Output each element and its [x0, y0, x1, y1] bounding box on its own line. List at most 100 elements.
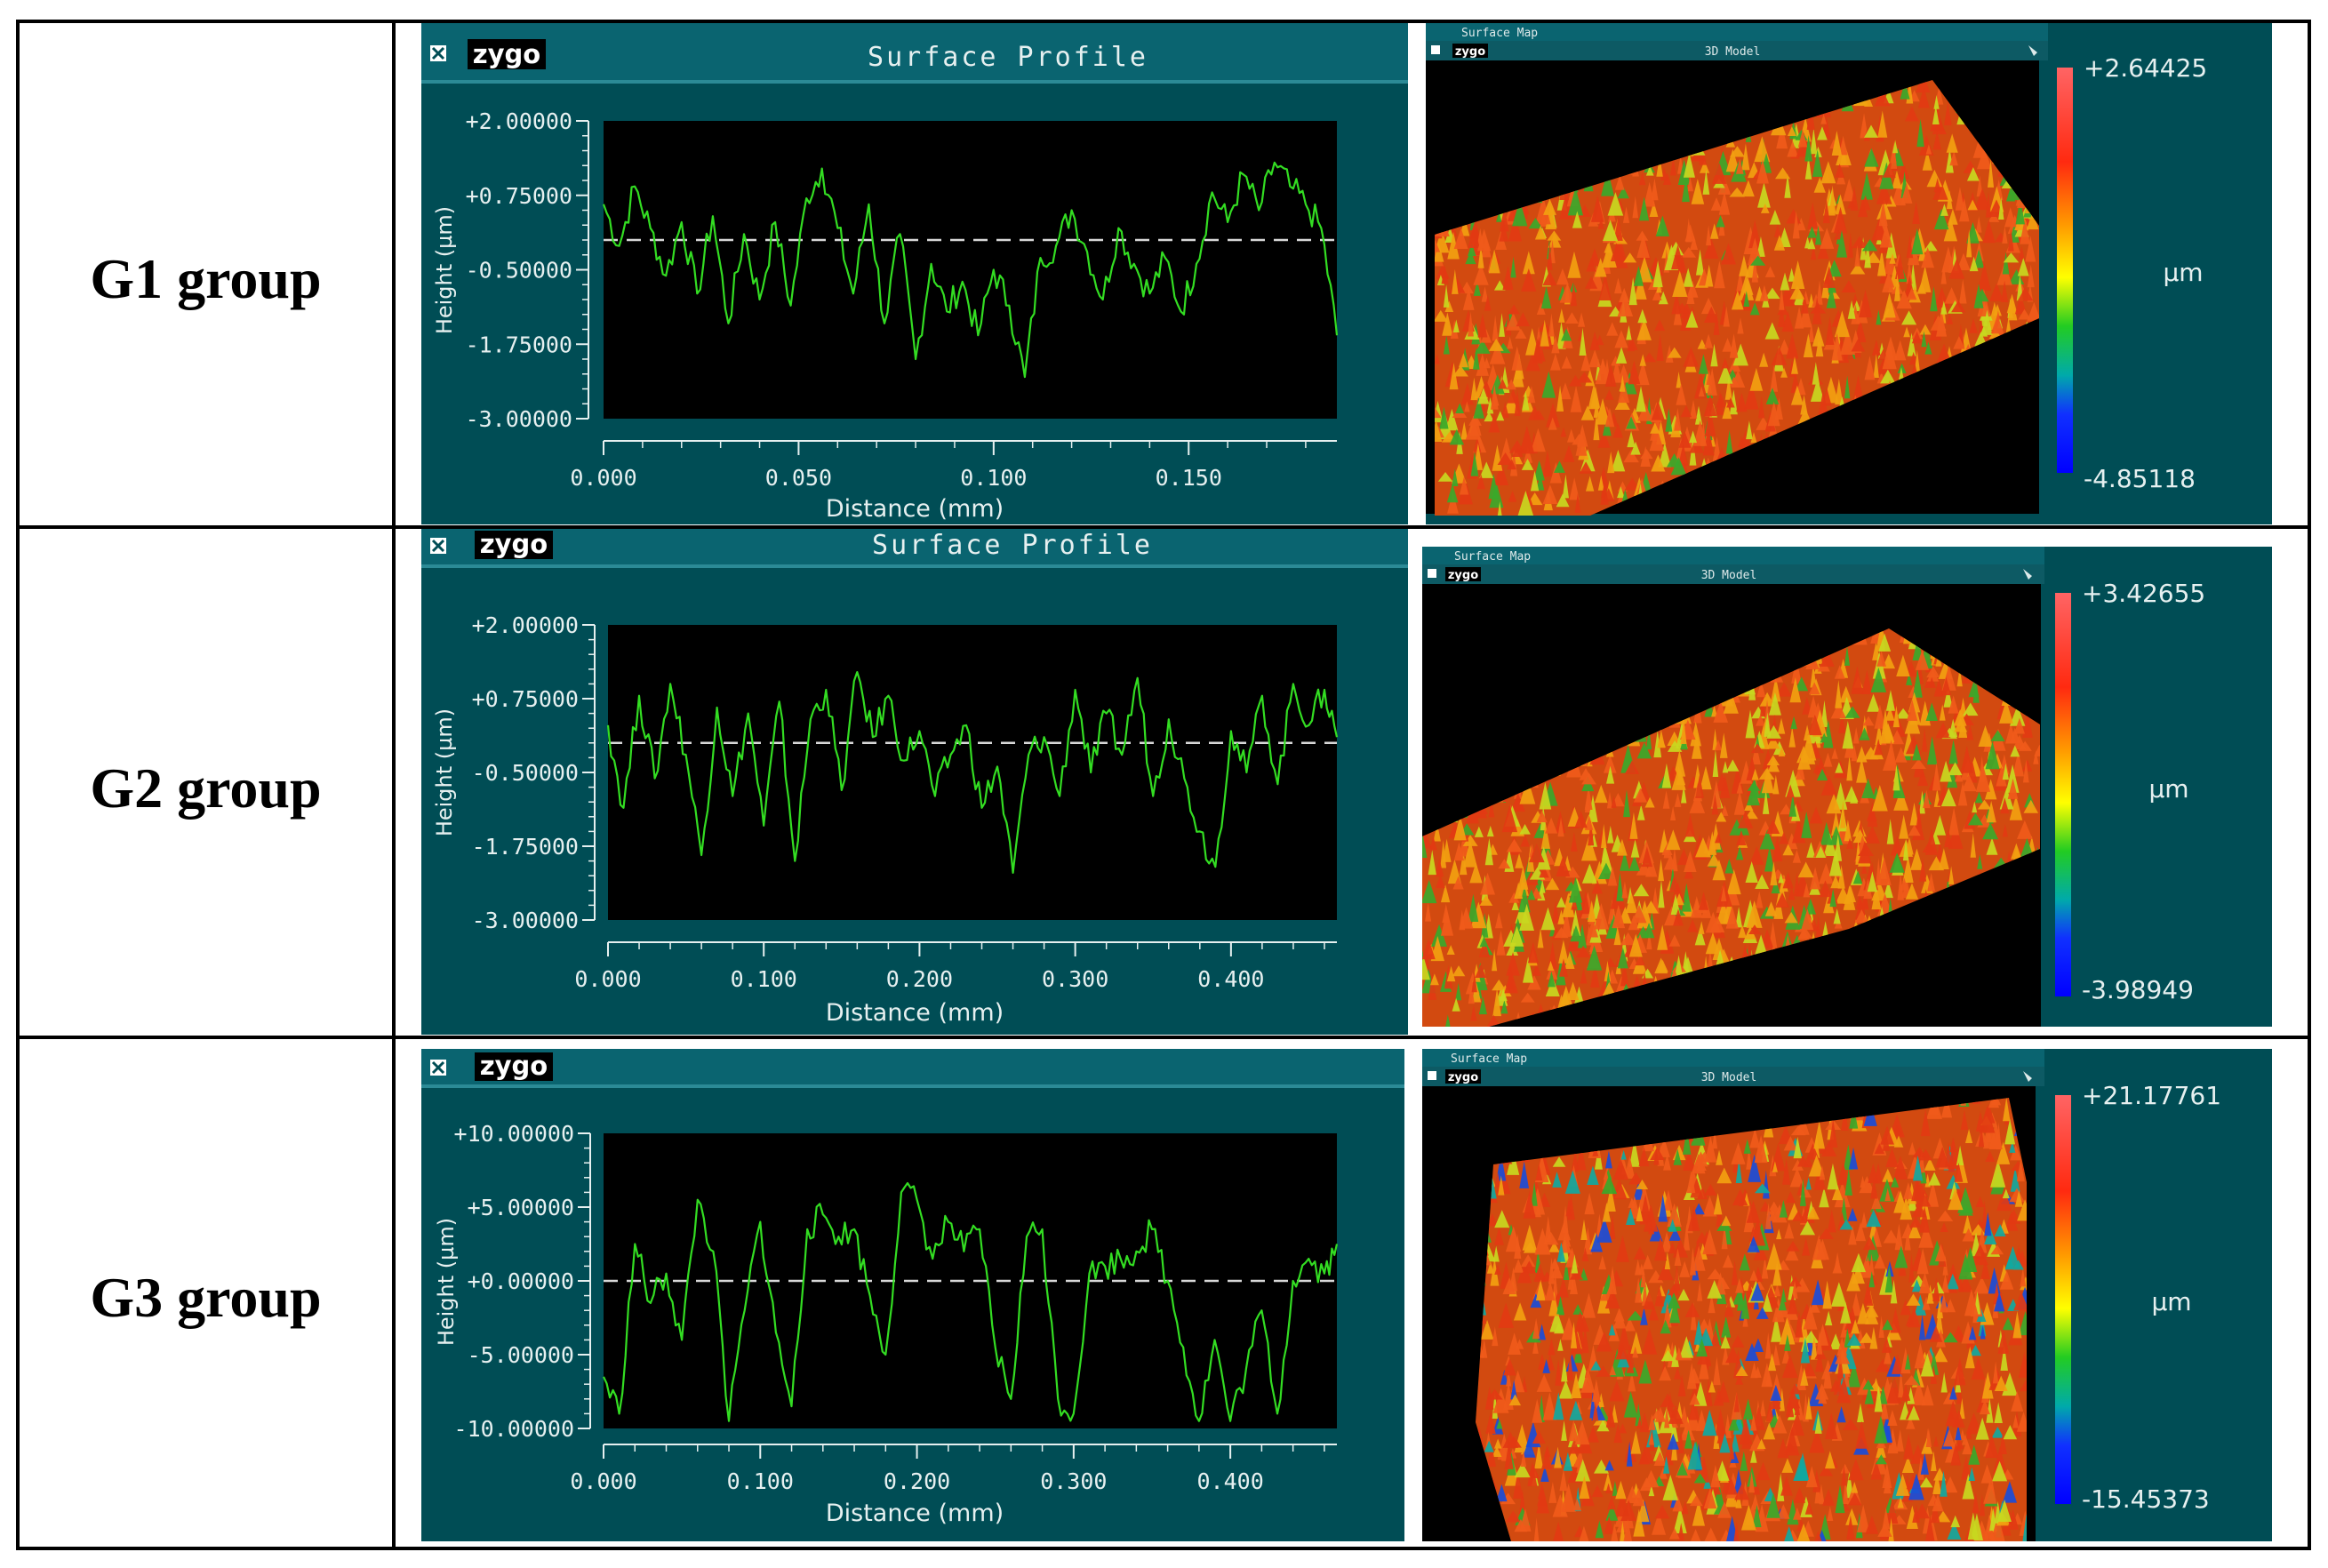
colorbar-max: +21.17761 [2082, 1081, 2221, 1110]
x-tick-label: 0.300 [1042, 966, 1108, 992]
map-zygo-logo-box [1445, 567, 1481, 581]
y-tick-label: +2.00000 [472, 612, 579, 638]
group-label-g3: G3 group [90, 1266, 322, 1329]
column-divider [392, 20, 396, 1550]
map-close-icon[interactable] [1431, 45, 1440, 54]
zygo-logo-box [468, 39, 546, 69]
row-divider [16, 525, 2311, 529]
colorbar [2055, 1095, 2071, 1308]
colorbar-lower [2055, 1308, 2071, 1504]
y-axis-label: Height (µm) [434, 1218, 459, 1346]
map-zygo-logo: zygo [1455, 45, 1485, 59]
zygo-logo-box [475, 531, 553, 559]
colorbar-unit: µm [2151, 1287, 2191, 1316]
title-bar-edge [421, 564, 1408, 568]
x-tick-label: 0.100 [727, 1468, 794, 1494]
map-zygo-logo-box [1445, 1069, 1481, 1084]
x-tick-label: 0.150 [1156, 465, 1222, 491]
map-zygo-logo: zygo [1448, 569, 1478, 582]
close-box-icon[interactable] [430, 1060, 446, 1076]
colorbar-lower [2055, 803, 2071, 996]
zygo-logo: zygo [480, 529, 548, 559]
map-toolbar [1422, 1067, 2044, 1086]
colorbar-min: -4.85118 [2084, 464, 2196, 493]
plot-area [604, 1133, 1337, 1428]
surface-profile-window: zygo Surface Profile +2.00000 +0.75000 -0.… [421, 529, 1408, 1035]
y-tick-label: -5.00000 [468, 1342, 574, 1368]
group-label-g1: G1 group [90, 247, 322, 310]
profile-trace [603, 1181, 1339, 1422]
colorbar-lower [2057, 277, 2073, 473]
zygo-logo: zygo [473, 39, 540, 69]
map-window-title: Surface Map [1454, 550, 1531, 564]
pin-icon[interactable] [2023, 569, 2032, 580]
profile-trace [602, 161, 1339, 379]
y-tick-label: -3.00000 [472, 908, 579, 933]
colorbar-min: -3.98949 [2082, 975, 2194, 1004]
colorbar-unit: µm [2148, 774, 2188, 804]
x-tick-label: 0.100 [731, 966, 797, 992]
surface-profile-chart: +10.00000 +5.00000 +0.00000 -5.00000 -10.000… [454, 1121, 1339, 1494]
close-box-icon[interactable] [430, 538, 446, 554]
surface-profile-chart: +2.00000 +0.75000 -0.50000 -1.75000 -3.00000… [466, 108, 1339, 491]
x-tick-label: 0.400 [1196, 1468, 1263, 1494]
close-box-icon[interactable] [430, 45, 446, 61]
figure-table [16, 20, 2311, 1550]
y-axis-label: Height (µm) [432, 708, 457, 836]
x-tick-label: 0.000 [570, 1468, 636, 1494]
surface-map-window: Surface Map zygo 3D Model +3.42655 µm -3… [1422, 547, 2272, 1027]
colorbar-min: -15.45373 [2082, 1484, 2210, 1514]
group-label-g2: G2 group [90, 756, 322, 820]
title-bar [421, 1049, 1404, 1084]
surface-map-window: Surface Map zygo 3D Model +2.64425 µm -4… [1426, 23, 2272, 524]
title-bar-edge [421, 80, 1408, 84]
map-title-bar [1422, 547, 2044, 564]
y-tick-label: -0.50000 [466, 258, 572, 284]
y-tick-label: -10.00000 [454, 1416, 574, 1442]
x-tick-label: 0.000 [574, 966, 641, 992]
colorbar [2055, 593, 2071, 803]
map-close-icon[interactable] [1428, 1071, 1436, 1080]
pin-icon[interactable] [2023, 1071, 2032, 1082]
y-tick-label: +5.00000 [468, 1195, 574, 1220]
map-window-title: Surface Map [1461, 27, 1538, 40]
profile-trace [606, 671, 1339, 874]
window-title: Surface Profile [868, 42, 1148, 73]
zygo-logo-box [475, 1052, 553, 1081]
y-tick-label: -3.00000 [466, 406, 572, 432]
title-bar [421, 529, 1408, 564]
title-bar [421, 23, 1408, 80]
map-zygo-logo: zygo [1448, 1071, 1478, 1084]
x-axis-label: Distance (mm) [826, 1500, 1004, 1527]
map-title-bar [1422, 1049, 2044, 1067]
map-close-icon[interactable] [1428, 569, 1436, 578]
map-subtitle: 3D Model [1701, 1071, 1757, 1084]
map-subtitle: 3D Model [1701, 569, 1757, 582]
row-divider [16, 1036, 2311, 1039]
x-tick-label: 0.200 [884, 1468, 950, 1494]
window-title: Surface Profile [872, 530, 1153, 561]
x-tick-label: 0.000 [570, 465, 636, 491]
y-tick-label: +0.75000 [472, 686, 579, 712]
colorbar [2057, 68, 2073, 277]
y-tick-label: +0.75000 [466, 183, 572, 209]
surface-profile-window: zygo Surface Profile +2.00000 +0.75000 -0.… [421, 23, 1408, 524]
x-tick-label: 0.050 [765, 465, 832, 491]
map-title-bar [1426, 23, 2048, 41]
x-tick-label: 0.300 [1040, 1468, 1107, 1494]
pin-icon[interactable] [2028, 45, 2037, 56]
x-tick-label: 0.100 [960, 465, 1027, 491]
colorbar-max: +2.64425 [2084, 53, 2207, 83]
map-window-title: Surface Map [1451, 1052, 1527, 1066]
surface-map-window: Surface Map zygo 3D Model +21.17761 µm -… [1422, 1049, 2272, 1541]
surface-profile-chart: +2.00000 +0.75000 -0.50000 -1.75000 -3.00000… [472, 612, 1339, 992]
title-bar-edge [421, 1084, 1404, 1088]
y-tick-label: +0.00000 [468, 1268, 574, 1294]
map-toolbar [1422, 564, 2044, 584]
zygo-logo: zygo [480, 1051, 548, 1081]
y-axis-label: Height (µm) [432, 206, 457, 334]
y-tick-label: -0.50000 [472, 760, 579, 786]
map-subtitle: 3D Model [1705, 45, 1761, 59]
x-axis-label: Distance (mm) [826, 495, 1004, 523]
colorbar-unit: µm [2163, 258, 2203, 287]
